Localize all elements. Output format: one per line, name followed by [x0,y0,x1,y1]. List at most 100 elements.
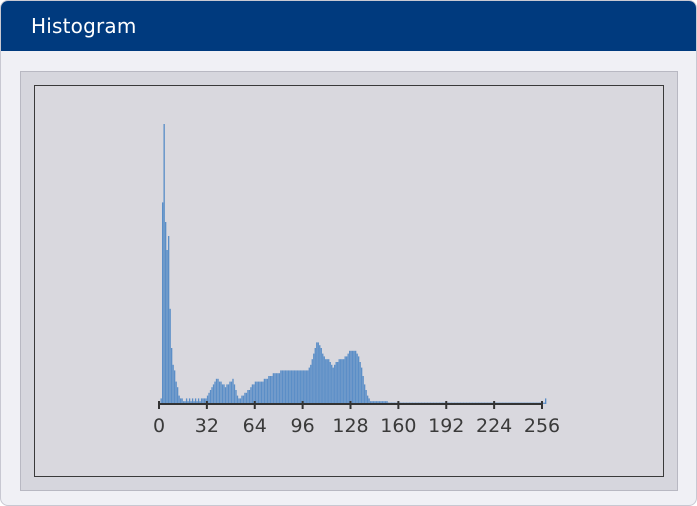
histogram-bar [176,387,179,404]
histogram-bar [295,370,297,404]
histogram-bar [178,395,180,404]
histogram-bar [193,401,195,404]
window-title: Histogram [31,14,137,38]
histogram-bar [298,370,300,404]
histogram-bar [284,370,287,404]
x-tick-label: 224 [476,415,512,437]
histogram-bar [349,350,351,404]
histogram-bar [302,370,304,404]
histogram-bar [326,359,328,404]
title-bar: Histogram [1,1,696,51]
histogram-bar [369,401,372,404]
histogram-bar [286,370,288,404]
histogram-bar [206,395,209,404]
histogram-bar [341,359,343,404]
histogram-bar [215,378,218,404]
histogram-bar [344,356,346,404]
histogram-bar [260,381,263,404]
histogram-bar [271,376,273,404]
histogram-bar [241,395,243,404]
histogram-bar [544,398,547,404]
histogram-bar [372,401,375,404]
histogram-bar [247,390,249,404]
histogram-bar [217,378,219,404]
histogram-bar [332,367,334,404]
histogram-bar [181,398,183,404]
histogram-bar [346,356,348,404]
histogram-bar [226,384,228,404]
histogram-bar [323,356,325,404]
histogram-bar [233,384,236,404]
histogram-bar [363,384,366,404]
histogram-bar [214,381,216,404]
histogram-bar [354,350,357,404]
histogram-bar [221,384,224,404]
histogram-bar [266,378,269,404]
histogram-bar [220,381,222,404]
histogram-bar [175,381,177,404]
x-tick-label: 32 [195,415,219,437]
histogram-bar [543,402,545,404]
histogram-bar [223,384,225,404]
histogram-bar [167,236,170,404]
histogram-bar [311,359,313,404]
histogram-bar [251,384,254,404]
histogram-bar [287,370,290,404]
histogram-bar [245,392,248,404]
histogram-bar [338,359,340,404]
histogram-bar [347,353,349,404]
histogram-bar [289,370,291,404]
chart-panel: 0 32 64 96 128 160 192 224 256 [20,71,678,491]
x-tick-label: 160 [380,415,416,437]
histogram-bar [191,398,194,404]
histogram-bar [182,401,185,404]
histogram-bar [211,387,213,404]
histogram-bar [187,401,189,404]
histogram-bar [248,390,251,404]
x-tick-label: 96 [291,415,315,437]
histogram-bar [292,370,294,404]
histogram-bar [329,362,331,404]
histogram-bar [242,395,245,404]
histogram-bar [313,353,315,404]
histogram-bar [236,395,239,404]
histogram-bar [256,381,258,404]
histogram-bar [277,373,279,404]
histogram-bar [250,387,252,404]
histogram-bar [259,381,261,404]
histogram-bar [335,362,337,404]
histogram-bar [161,202,164,404]
histogram-bar [257,381,260,404]
histogram-bar [362,376,364,404]
histogram-bar [319,345,321,404]
histogram-bar [208,392,210,404]
histogram-bar [274,373,276,404]
histogram-bar [172,364,174,404]
histogram-bar [371,401,373,404]
histogram-bar [340,359,342,404]
histogram-bar [374,401,376,404]
histogram-bar [227,384,230,404]
x-axis-ticks: 0 32 64 96 128 160 192 224 256 [153,401,560,437]
histogram-bar [301,370,303,404]
histogram-bar [196,401,198,404]
histogram-bar [325,359,327,404]
histogram-bar [381,401,384,404]
histogram-bar [254,381,257,404]
histogram-chart: 0 32 64 96 128 160 192 224 256 [153,124,560,437]
histogram-bar [188,398,191,404]
histogram-bar [179,398,182,404]
histogram-bar [328,359,330,404]
histogram-bar [305,370,307,404]
histogram-bar [386,401,388,404]
histogram-bar [316,342,318,404]
histogram-bar [229,381,231,404]
histogram-bar [230,381,233,404]
histogram-bar [353,350,355,404]
histogram-bar [263,378,266,404]
x-tick-label: 128 [332,415,368,437]
histogram-bar [368,398,370,404]
histogram-bar [299,370,301,404]
histogram-bar [366,395,369,404]
histogram-bar [239,398,242,404]
